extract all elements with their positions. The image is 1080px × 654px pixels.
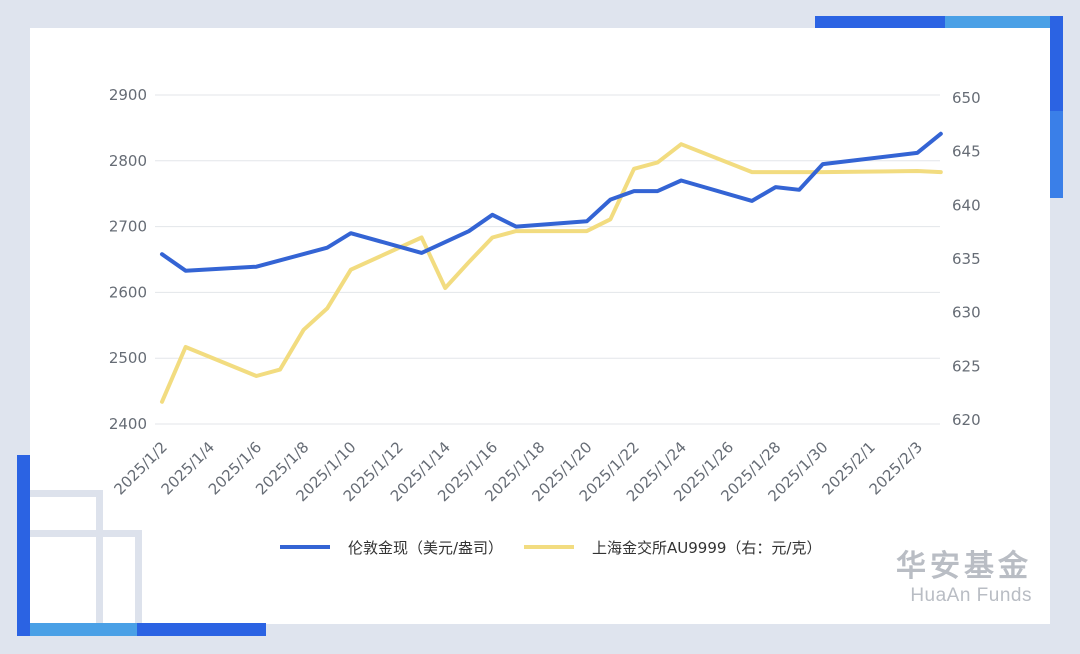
corner-accent-right-dark (1050, 16, 1063, 111)
corner-accent-bottom-dark (137, 623, 266, 636)
left-tick-label: 2600 (109, 283, 147, 301)
corner-accent-top-dark (815, 16, 945, 29)
series-lines (160, 131, 943, 404)
corner-accent-left-dark (17, 455, 30, 543)
left-tick-label: 2900 (109, 86, 147, 104)
chart-card (30, 28, 1050, 624)
legend-label-right-series: 上海金交所AU9999（右：元/克） (592, 539, 821, 557)
brand-name-en: HuaAn Funds (910, 585, 1032, 606)
right-tick-label: 620 (952, 411, 981, 429)
legend: 伦敦金现（美元/盎司） 上海金交所AU9999（右：元/克） (280, 539, 821, 557)
left-tick-label: 2500 (109, 349, 147, 367)
corner-accent-top-light (945, 16, 1050, 29)
corner-accent-bottom-light (30, 623, 137, 636)
right-tick-label: 640 (952, 196, 981, 214)
series-line-shanghai-au9999 (160, 142, 943, 404)
corner-accent-right-light (1050, 111, 1063, 198)
x-axis-ticks: 2025/1/22025/1/42025/1/62025/1/82025/1/1… (110, 438, 926, 505)
right-tick-label: 645 (952, 143, 981, 161)
brand-watermark: 华安基金 HuaAn Funds (896, 549, 1032, 606)
series-line-london-gold (160, 131, 943, 273)
legend-label-left-series: 伦敦金现（美元/盎司） (348, 539, 503, 557)
right-axis-ticks: 620 625 630 635 640 645 650 (952, 89, 981, 429)
right-tick-label: 630 (952, 304, 981, 322)
corner-accent-left-mid (17, 543, 30, 636)
left-axis-ticks: 2400 2500 2600 2700 2800 2900 (109, 86, 147, 433)
left-tick-label: 2800 (109, 152, 147, 170)
left-tick-label: 2700 (109, 218, 147, 236)
brand-name-cn: 华安基金 (896, 549, 1032, 584)
gridlines (155, 94, 940, 425)
left-tick-label: 2400 (109, 415, 147, 433)
right-tick-label: 625 (952, 357, 981, 375)
right-tick-label: 650 (952, 89, 981, 107)
right-tick-label: 635 (952, 250, 981, 268)
corner-frame-inner (30, 530, 142, 627)
